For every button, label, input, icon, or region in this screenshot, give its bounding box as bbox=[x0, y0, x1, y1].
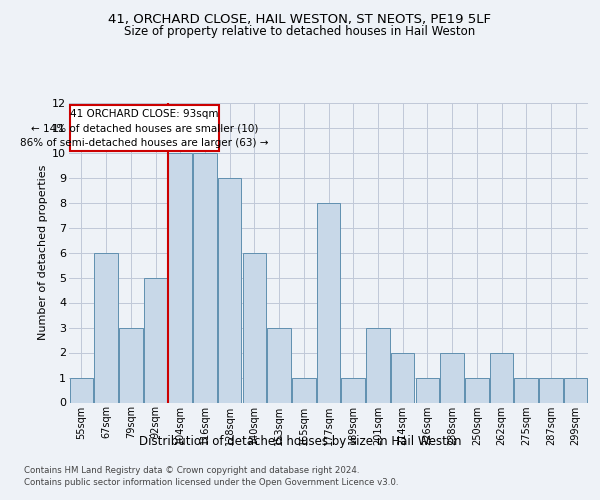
Bar bbox=[193, 152, 217, 402]
Bar bbox=[341, 378, 365, 402]
Bar bbox=[317, 202, 340, 402]
Text: 41 ORCHARD CLOSE: 93sqm: 41 ORCHARD CLOSE: 93sqm bbox=[70, 109, 218, 119]
FancyBboxPatch shape bbox=[70, 104, 218, 152]
Bar bbox=[242, 252, 266, 402]
Bar bbox=[514, 378, 538, 402]
Bar bbox=[366, 328, 389, 402]
Text: 86% of semi-detached houses are larger (63) →: 86% of semi-detached houses are larger (… bbox=[20, 138, 269, 147]
Bar bbox=[539, 378, 563, 402]
Bar bbox=[465, 378, 488, 402]
Bar bbox=[440, 352, 464, 403]
Text: ← 14% of detached houses are smaller (10): ← 14% of detached houses are smaller (10… bbox=[31, 124, 258, 134]
Bar bbox=[70, 378, 93, 402]
Bar bbox=[94, 252, 118, 402]
Bar bbox=[169, 152, 192, 402]
Bar bbox=[292, 378, 316, 402]
Y-axis label: Number of detached properties: Number of detached properties bbox=[38, 165, 48, 340]
Text: Contains HM Land Registry data © Crown copyright and database right 2024.: Contains HM Land Registry data © Crown c… bbox=[24, 466, 359, 475]
Bar bbox=[268, 328, 291, 402]
Bar bbox=[144, 278, 167, 402]
Text: Distribution of detached houses by size in Hail Weston: Distribution of detached houses by size … bbox=[139, 435, 461, 448]
Text: Contains public sector information licensed under the Open Government Licence v3: Contains public sector information licen… bbox=[24, 478, 398, 487]
Bar bbox=[218, 178, 241, 402]
Bar bbox=[564, 378, 587, 402]
Bar bbox=[416, 378, 439, 402]
Bar bbox=[391, 352, 415, 403]
Text: Size of property relative to detached houses in Hail Weston: Size of property relative to detached ho… bbox=[124, 25, 476, 38]
Text: 41, ORCHARD CLOSE, HAIL WESTON, ST NEOTS, PE19 5LF: 41, ORCHARD CLOSE, HAIL WESTON, ST NEOTS… bbox=[109, 12, 491, 26]
Bar bbox=[490, 352, 513, 403]
Bar bbox=[119, 328, 143, 402]
